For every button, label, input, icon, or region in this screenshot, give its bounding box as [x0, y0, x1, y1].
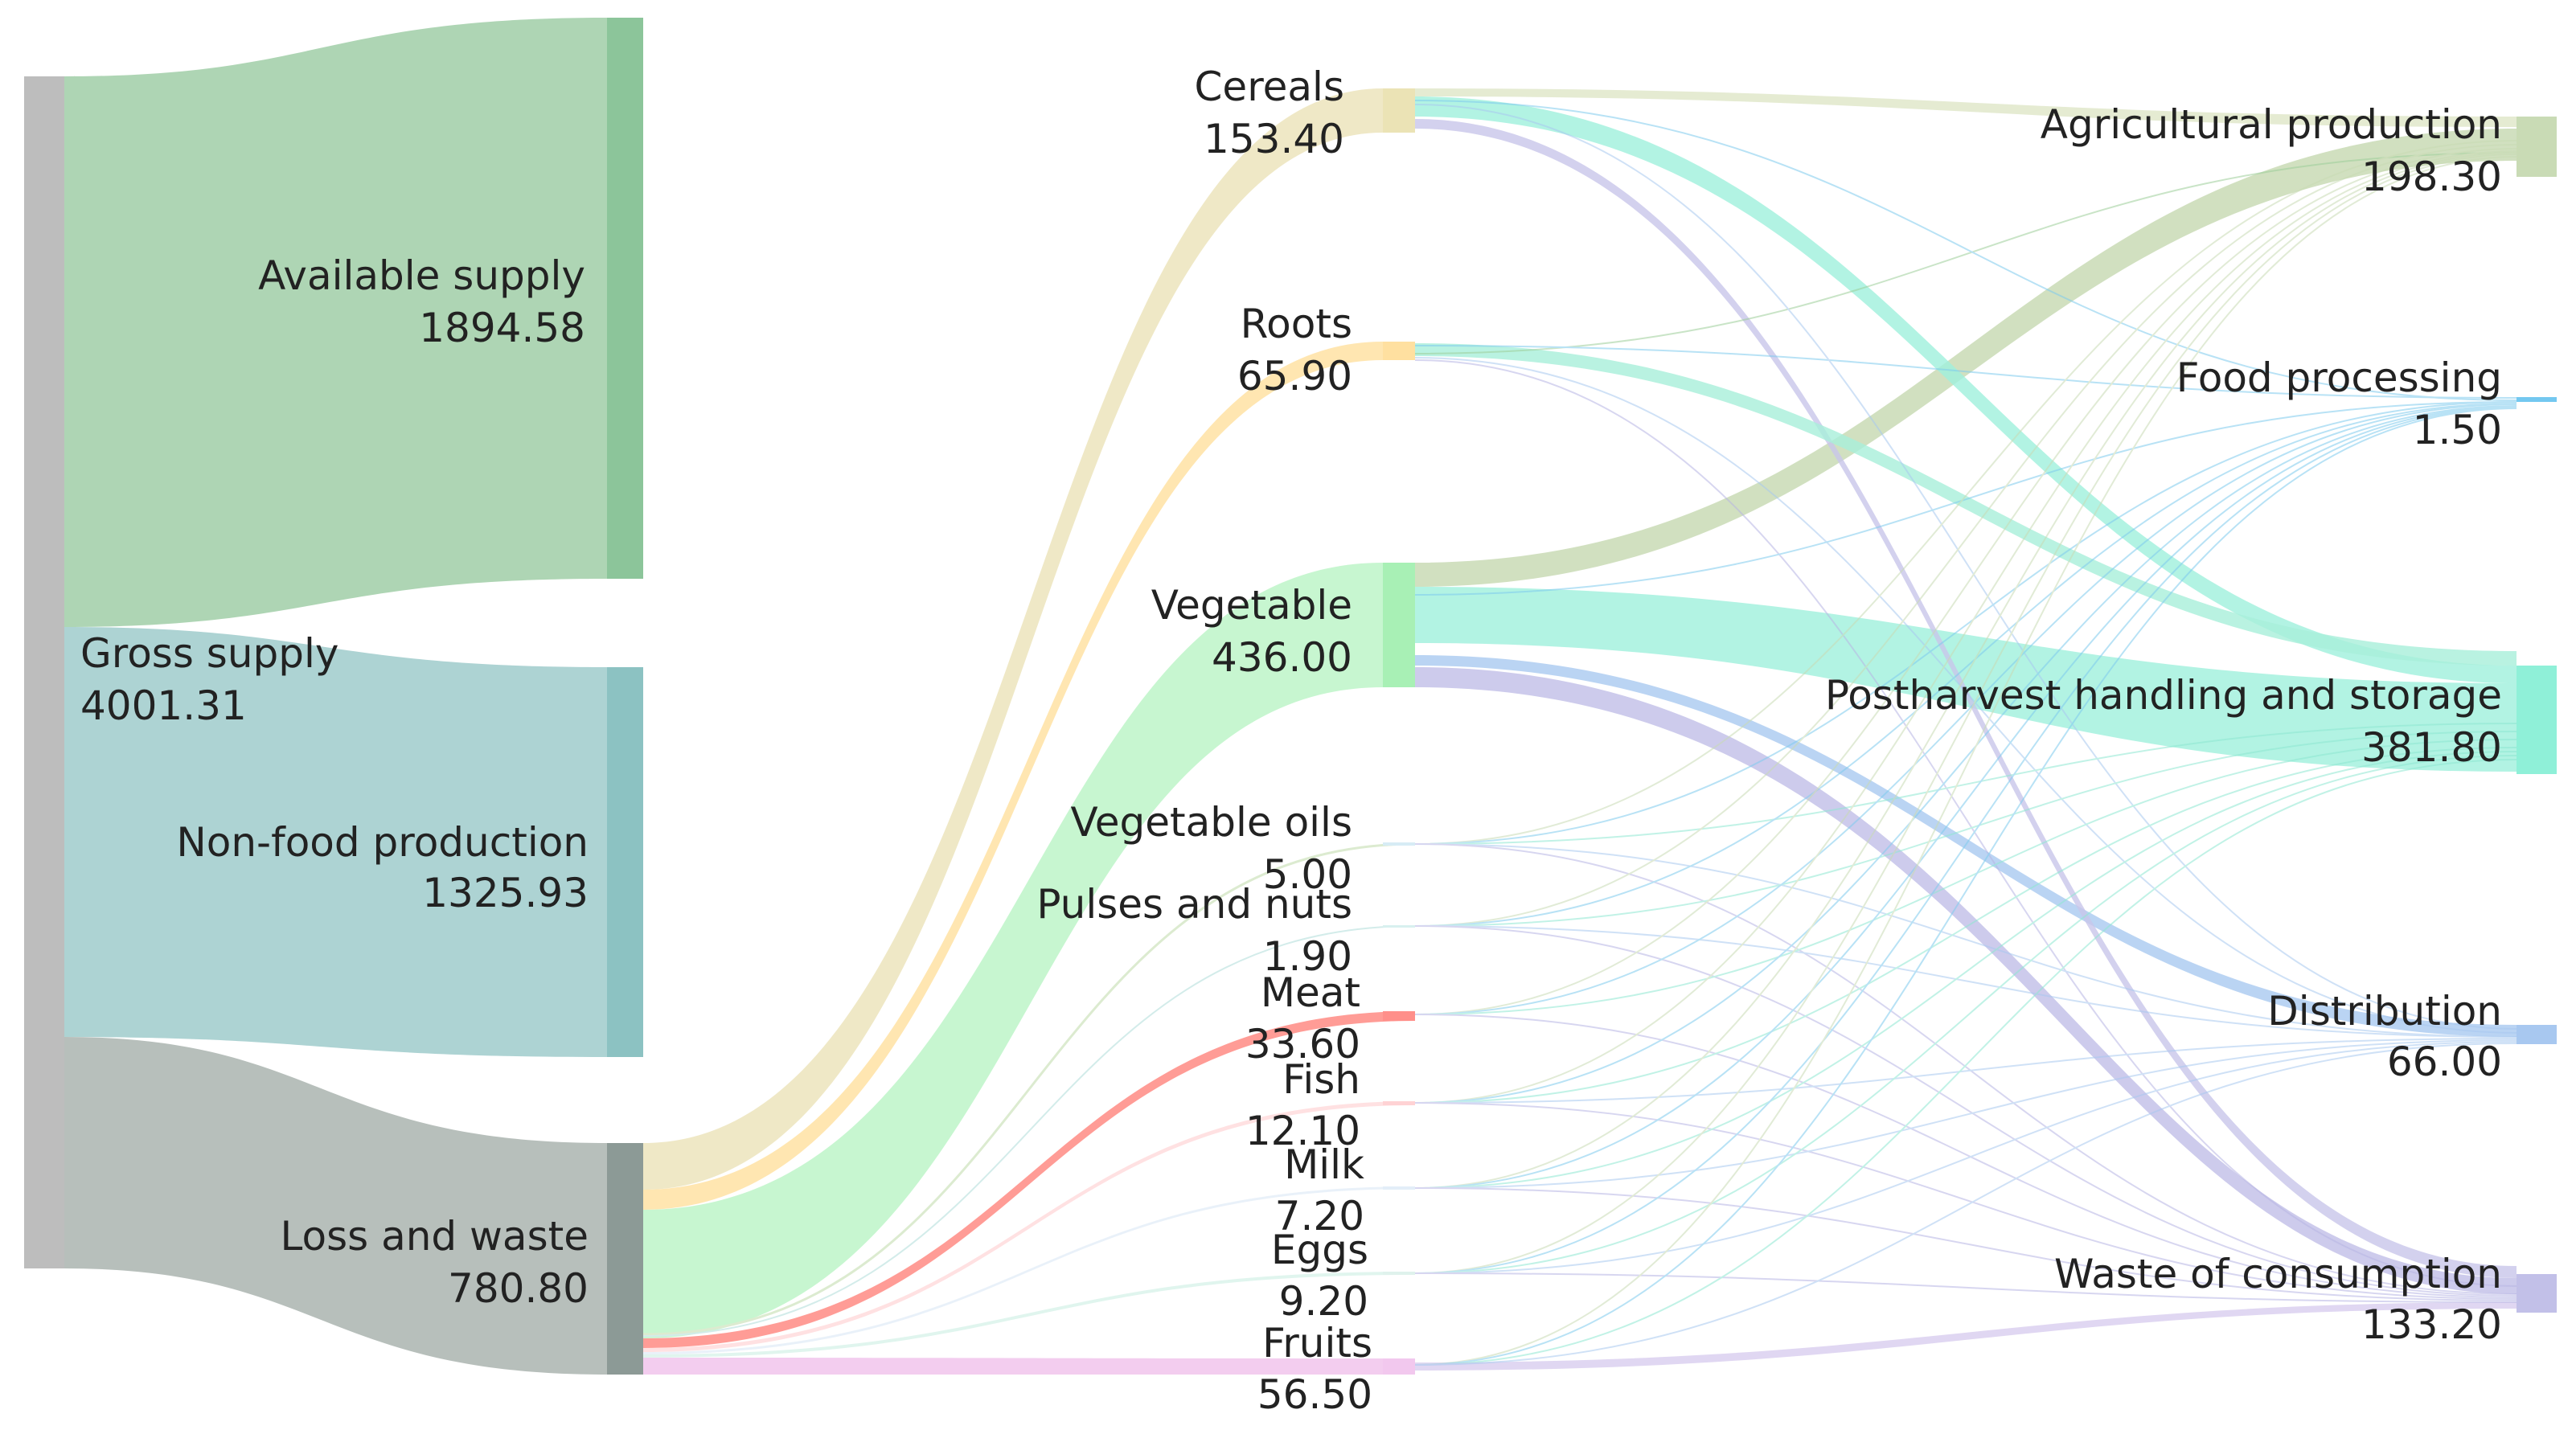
- node-loss-and-waste: [607, 1143, 643, 1375]
- flow-link-loss-pulses: [642, 925, 1416, 1337]
- node-food-processing: [2517, 397, 2557, 402]
- flow-link-fruits-wastec: [1415, 1302, 2517, 1371]
- label-meat: Meat: [1261, 969, 1360, 1016]
- node-vegetable-oils: [1383, 842, 1415, 846]
- node-roots: [1383, 342, 1415, 360]
- value-available-supply: 1894.58: [419, 305, 585, 351]
- label-non-food-production: Non-food production: [176, 819, 589, 866]
- node-gross-supply: [24, 76, 64, 1268]
- flow-link-loss-milk: [643, 1186, 1415, 1354]
- value-agricultural-production: 198.30: [2361, 154, 2502, 200]
- label-waste-of-consumption: Waste of consumption: [2054, 1251, 2502, 1297]
- flow-links: [64, 18, 2517, 1375]
- value-eggs: 9.20: [1279, 1278, 1368, 1325]
- flow-link-roots-post: [1415, 343, 2517, 666]
- node-pulses-and-nuts: [1383, 925, 1415, 928]
- node-available-supply: [607, 18, 643, 579]
- label-gross-supply: Gross supply: [80, 630, 338, 677]
- node-fruits: [1383, 1358, 1415, 1375]
- label-distribution: Distribution: [2267, 988, 2502, 1035]
- value-roots: 65.90: [1237, 353, 1352, 399]
- flow-link-cereals-post: [1415, 96, 2517, 683]
- node-cereals: [1383, 88, 1415, 133]
- value-meat: 33.60: [1245, 1021, 1360, 1067]
- node-labels: Gross supply 4001.31 Available supply 18…: [80, 64, 2502, 1418]
- value-vegetable-oils: 5.00: [1263, 851, 1352, 898]
- node-distribution: [2517, 1025, 2557, 1044]
- flow-link-gross-nonfood: [64, 627, 607, 1057]
- value-fruits: 56.50: [1257, 1371, 1372, 1418]
- value-distribution: 66.00: [2387, 1039, 2502, 1085]
- label-fish: Fish: [1282, 1056, 1360, 1103]
- flow-link-loss-vegoils: [642, 842, 1416, 1336]
- label-pulses-and-nuts: Pulses and nuts: [1036, 881, 1352, 928]
- value-fish: 12.10: [1245, 1108, 1360, 1154]
- node-postharvest: [2517, 666, 2557, 774]
- flow-link-veg-agri: [1415, 129, 2517, 587]
- value-vegetable: 436.00: [1212, 634, 1352, 681]
- node-waste-of-consumption: [2517, 1274, 2557, 1313]
- value-postharvest: 381.80: [2361, 724, 2502, 771]
- label-postharvest: Postharvest handling and storage: [1825, 672, 2502, 719]
- value-food-processing: 1.50: [2413, 407, 2502, 453]
- label-agricultural-production: Agricultural production: [2041, 101, 2502, 148]
- label-vegetable-oils: Vegetable oils: [1070, 799, 1352, 846]
- flow-link-loss-vegetable: [643, 563, 1383, 1338]
- node-milk: [1383, 1186, 1415, 1190]
- label-fruits: Fruits: [1262, 1320, 1372, 1366]
- node-fish: [1383, 1101, 1415, 1105]
- node-meat: [1383, 1011, 1415, 1021]
- flow-link-loss-meat: [643, 1011, 1415, 1348]
- flow-link-cereals-agri: [1415, 88, 2517, 127]
- label-milk: Milk: [1284, 1141, 1364, 1188]
- value-waste-of-consumption: 133.20: [2361, 1301, 2502, 1348]
- flow-link-loss-eggs: [643, 1272, 1415, 1358]
- value-pulses-and-nuts: 1.90: [1263, 933, 1352, 980]
- label-roots: Roots: [1241, 301, 1352, 347]
- value-milk: 7.20: [1275, 1193, 1364, 1239]
- value-non-food-production: 1325.93: [422, 870, 589, 916]
- thin-flow-lines: [1414, 100, 2517, 1366]
- node-vegetable: [1383, 563, 1415, 687]
- node-eggs: [1383, 1272, 1415, 1275]
- value-loss-and-waste: 780.80: [448, 1265, 589, 1312]
- label-vegetable: Vegetable: [1151, 582, 1352, 629]
- value-gross-supply: 4001.31: [80, 682, 247, 729]
- label-food-processing: Food processing: [2176, 354, 2502, 401]
- flow-link-loss-roots: [643, 342, 1383, 1210]
- flow-link-loss-fish: [643, 1101, 1415, 1352]
- label-cereals: Cereals: [1195, 64, 1344, 110]
- flow-link-gross-available: [64, 18, 607, 627]
- node-agricultural-production: [2517, 117, 2557, 177]
- sankey-nodes: [24, 18, 2557, 1375]
- label-loss-and-waste: Loss and waste: [281, 1213, 589, 1260]
- flow-link-veg-post: [1415, 587, 2517, 772]
- label-available-supply: Available supply: [258, 252, 585, 299]
- node-non-food-production: [607, 667, 643, 1057]
- flow-link-gross-loss: [64, 1037, 607, 1375]
- flow-link-loss-fruits: [643, 1358, 1415, 1375]
- label-eggs: Eggs: [1271, 1227, 1368, 1273]
- value-cereals: 153.40: [1204, 116, 1344, 162]
